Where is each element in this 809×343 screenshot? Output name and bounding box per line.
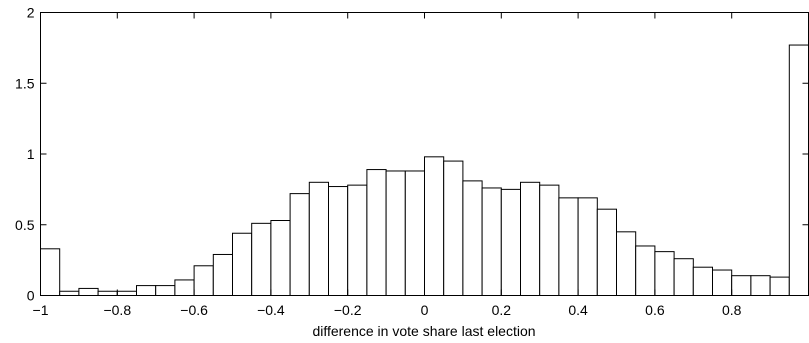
histogram-bars [40,44,809,297]
x-tick-label: −0.6 [180,302,208,318]
x-tick-label: 0.2 [492,302,512,318]
y-tick-label: 0 [27,288,35,304]
x-axis-ticks: −1 −0.8 −0.6 −0.4 −0.2 0 0.2 0.4 0.6 0.8 [33,12,742,318]
histogram-bar [462,180,483,296]
y-axis-ticks: 0 0.5 1 1.5 2 [15,5,809,304]
x-tick-label: 0.4 [568,302,588,318]
x-tick-label: 0.8 [722,302,742,318]
histogram-bar [289,193,310,296]
histogram-bar [78,287,99,296]
histogram-bar [212,253,234,296]
histogram-bar [193,265,214,297]
histogram-bar [404,170,425,296]
histogram-bar [174,279,195,296]
histogram-bar [731,275,752,297]
x-tick-label: −0.4 [257,302,285,318]
histogram-bar [558,197,579,297]
histogram-bar [443,160,464,296]
histogram-bar [116,290,138,297]
y-tick-label: 1 [27,146,35,162]
histogram-bar [673,258,694,296]
histogram-bar [635,245,656,297]
histogram-bar [366,169,387,296]
x-tick-label: −0.2 [334,302,362,318]
x-tick-label: −1 [33,302,49,318]
histogram-bar [59,290,80,297]
histogram-bar [232,232,253,297]
histogram-bar [500,188,521,296]
histogram-bar [481,187,502,297]
histogram-bar [654,251,675,296]
histogram-bar [308,181,329,296]
histogram-bar [97,290,118,297]
x-tick-label: 0.6 [645,302,665,318]
histogram-bar [769,276,790,297]
y-tick-label: 1.5 [15,75,35,91]
y-tick-label: 2 [27,5,35,21]
histogram-bar [750,275,771,297]
histogram-bar [328,186,349,296]
histogram-bar [347,184,368,297]
x-axis-label: difference in vote share last election [312,323,535,339]
histogram-bar [712,269,733,296]
histogram-bar [251,222,272,297]
histogram-bar [596,208,617,296]
histogram-bar [788,44,809,296]
histogram-bar [136,285,157,297]
histogram-bar [616,231,637,296]
x-tick-label: −0.8 [103,302,131,318]
histogram-bar [270,220,291,297]
histogram-bar [577,197,598,297]
y-tick-label: 0.5 [15,217,35,233]
histogram-bar [40,248,61,296]
histogram-bar [385,170,406,296]
histogram-bar [539,184,560,297]
histogram-bar [692,266,713,297]
histogram-bar [155,285,176,297]
x-tick-label: 0 [421,302,429,318]
histogram-bar [424,156,445,296]
histogram-bar [520,181,541,296]
